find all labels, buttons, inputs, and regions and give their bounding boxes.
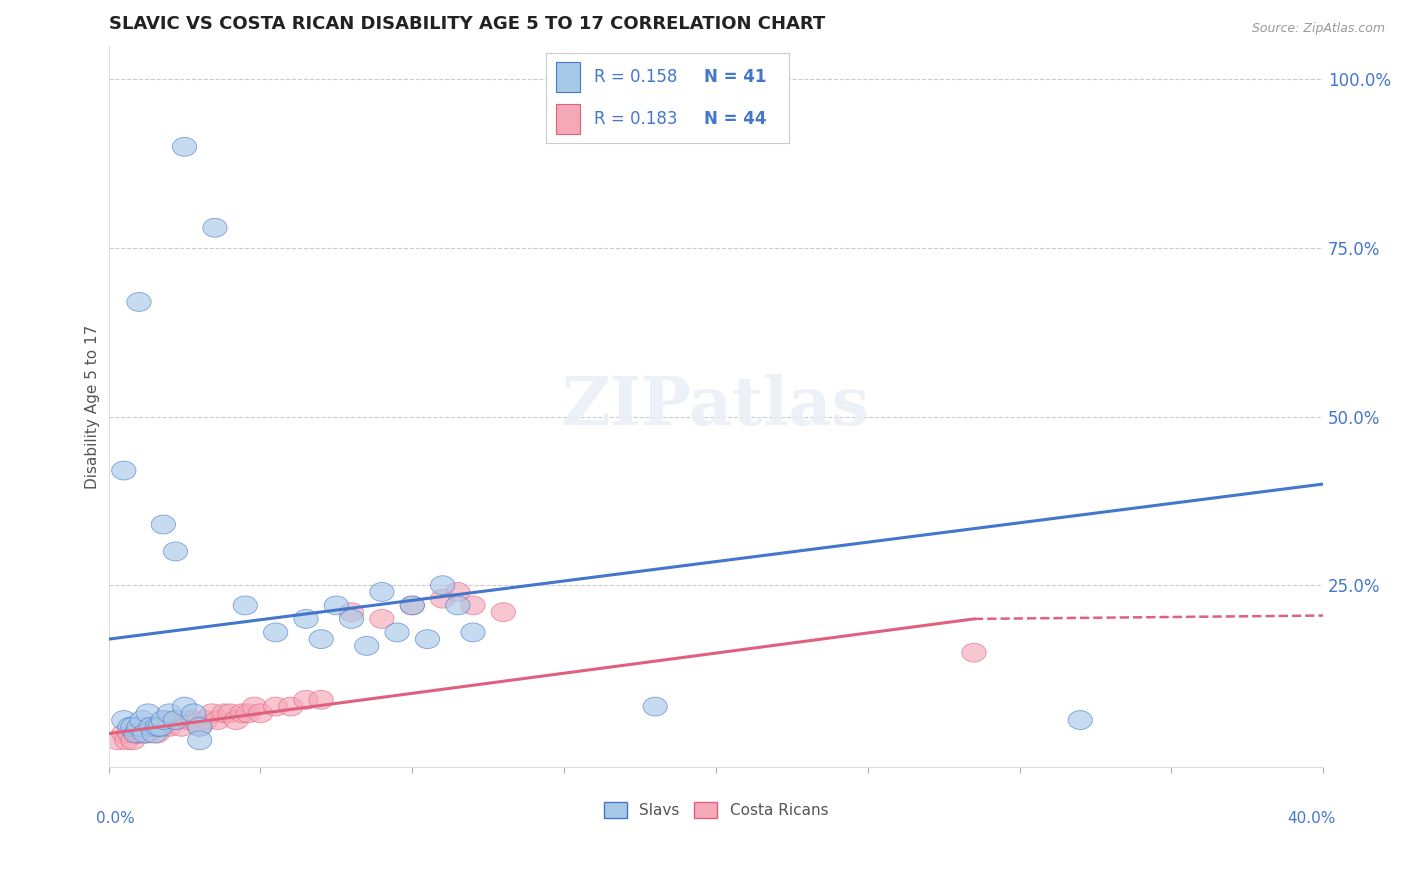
Ellipse shape [401, 596, 425, 615]
Ellipse shape [124, 724, 148, 743]
Ellipse shape [1069, 711, 1092, 730]
Ellipse shape [200, 704, 224, 723]
Ellipse shape [224, 711, 249, 730]
Ellipse shape [136, 724, 160, 743]
Ellipse shape [202, 219, 226, 237]
Ellipse shape [233, 596, 257, 615]
Ellipse shape [148, 717, 173, 736]
Ellipse shape [118, 724, 142, 743]
Ellipse shape [263, 698, 288, 716]
Ellipse shape [150, 717, 176, 736]
Ellipse shape [370, 582, 394, 601]
Ellipse shape [127, 724, 150, 743]
Ellipse shape [461, 623, 485, 642]
Ellipse shape [491, 603, 516, 622]
Ellipse shape [142, 724, 166, 743]
Ellipse shape [231, 704, 254, 723]
Ellipse shape [218, 704, 242, 723]
Ellipse shape [142, 717, 166, 736]
Ellipse shape [105, 731, 129, 750]
Ellipse shape [263, 623, 288, 642]
Ellipse shape [163, 542, 187, 561]
Ellipse shape [129, 711, 155, 730]
Ellipse shape [127, 293, 150, 311]
Ellipse shape [461, 596, 485, 615]
Ellipse shape [150, 711, 176, 730]
Ellipse shape [157, 717, 181, 736]
Ellipse shape [124, 724, 148, 743]
Ellipse shape [139, 717, 163, 736]
Y-axis label: Disability Age 5 to 17: Disability Age 5 to 17 [86, 325, 100, 489]
Legend: Slavs, Costa Ricans: Slavs, Costa Ricans [598, 797, 834, 824]
Ellipse shape [111, 461, 136, 480]
Ellipse shape [415, 630, 440, 648]
Ellipse shape [163, 711, 187, 730]
Ellipse shape [176, 711, 200, 730]
Ellipse shape [339, 603, 364, 622]
Ellipse shape [309, 690, 333, 709]
Ellipse shape [121, 717, 145, 736]
Ellipse shape [278, 698, 302, 716]
Ellipse shape [173, 137, 197, 156]
Ellipse shape [157, 704, 181, 723]
Ellipse shape [194, 711, 218, 730]
Ellipse shape [242, 698, 267, 716]
Ellipse shape [205, 711, 231, 730]
Ellipse shape [401, 596, 425, 615]
Ellipse shape [163, 711, 187, 730]
Text: 40.0%: 40.0% [1286, 811, 1336, 826]
Ellipse shape [150, 515, 176, 534]
Ellipse shape [187, 717, 212, 736]
Ellipse shape [127, 717, 150, 736]
Ellipse shape [430, 575, 454, 595]
Ellipse shape [136, 704, 160, 723]
Ellipse shape [187, 731, 212, 750]
Text: 0.0%: 0.0% [97, 811, 135, 826]
Ellipse shape [134, 724, 157, 743]
Ellipse shape [134, 717, 157, 736]
Text: SLAVIC VS COSTA RICAN DISABILITY AGE 5 TO 17 CORRELATION CHART: SLAVIC VS COSTA RICAN DISABILITY AGE 5 T… [108, 15, 825, 33]
Ellipse shape [118, 717, 142, 736]
Ellipse shape [181, 711, 205, 730]
Ellipse shape [236, 704, 260, 723]
Ellipse shape [354, 636, 378, 656]
Ellipse shape [446, 582, 470, 601]
Ellipse shape [370, 609, 394, 628]
Ellipse shape [294, 609, 318, 628]
Ellipse shape [962, 643, 986, 662]
Ellipse shape [643, 698, 668, 716]
Ellipse shape [111, 711, 136, 730]
Ellipse shape [129, 724, 155, 743]
Ellipse shape [249, 704, 273, 723]
Ellipse shape [148, 717, 173, 736]
Ellipse shape [115, 731, 139, 750]
Ellipse shape [121, 731, 145, 750]
Ellipse shape [155, 711, 179, 730]
Ellipse shape [309, 630, 333, 648]
Ellipse shape [294, 690, 318, 709]
Ellipse shape [212, 704, 236, 723]
Ellipse shape [430, 590, 454, 608]
Ellipse shape [169, 717, 194, 736]
Ellipse shape [339, 609, 364, 628]
Ellipse shape [385, 623, 409, 642]
Ellipse shape [446, 596, 470, 615]
Ellipse shape [145, 724, 169, 743]
Text: ZIPatlas: ZIPatlas [562, 374, 870, 439]
Ellipse shape [145, 717, 169, 736]
Ellipse shape [139, 717, 163, 736]
Ellipse shape [173, 698, 197, 716]
Ellipse shape [181, 704, 205, 723]
Ellipse shape [187, 717, 212, 736]
Ellipse shape [111, 724, 136, 743]
Text: Source: ZipAtlas.com: Source: ZipAtlas.com [1251, 22, 1385, 36]
Ellipse shape [325, 596, 349, 615]
